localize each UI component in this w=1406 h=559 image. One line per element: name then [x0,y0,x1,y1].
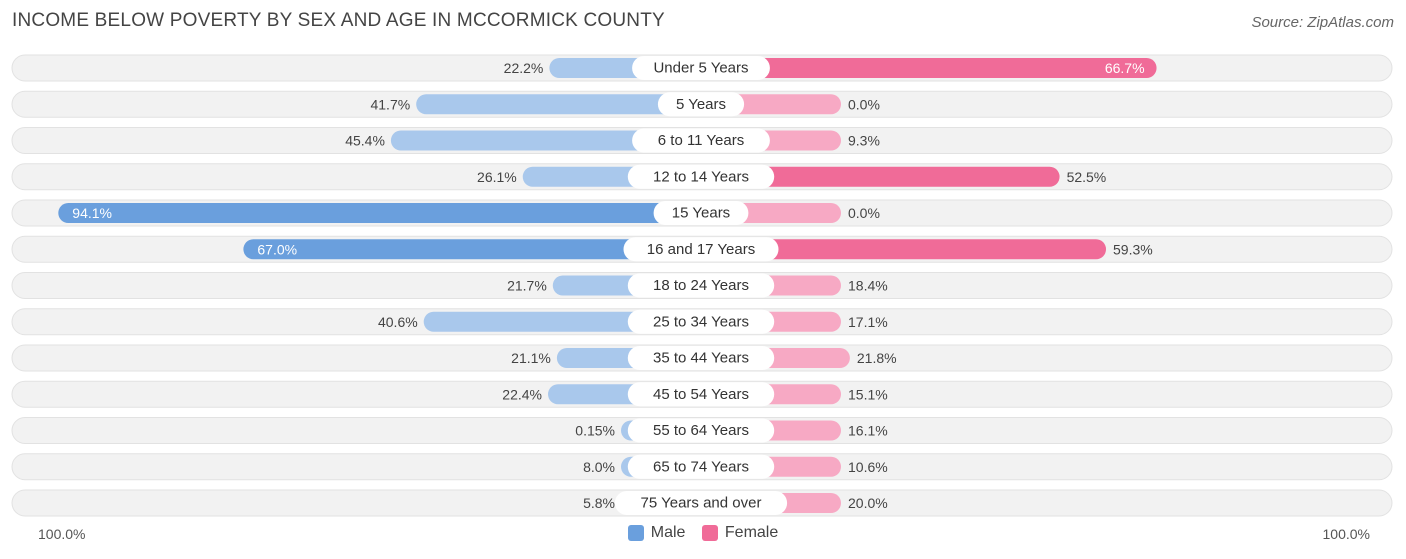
category-pill [627,309,775,334]
female-value-label: 9.3% [848,133,880,149]
male-value-label: 41.7% [370,96,410,112]
legend-swatch-male [627,525,644,541]
category-label: 25 to 34 Years [653,313,749,330]
male-value-label: 22.2% [504,60,544,76]
female-value-label: 59.3% [1113,241,1153,257]
category-pill [627,273,775,298]
male-value-label: 21.1% [511,350,551,366]
female-value-label: 52.5% [1067,169,1107,185]
male-value-label: 94.1% [72,205,112,221]
category-label: 45 to 54 Years [653,386,749,403]
female-bar [701,166,1060,187]
category-pill [653,201,749,225]
category-label: Under 5 Years [653,60,748,77]
female-value-label: 20.0% [848,495,888,511]
category-pill [632,56,770,80]
female-value-label: 66.7% [1105,60,1145,76]
male-value-label: 67.0% [257,241,297,257]
male-bar [58,203,702,223]
female-bar [701,58,1157,78]
category-label: 18 to 24 Years [653,277,749,294]
female-value-label: 16.1% [848,423,888,439]
source-attribution: Source: ZipAtlas.com [1251,14,1394,31]
category-pill [627,346,775,370]
male-value-label: 26.1% [477,169,517,185]
female-value-label: 18.4% [848,278,888,294]
male-value-label: 40.6% [378,314,418,330]
category-pill [627,382,775,407]
legend-item-male: Male [627,524,686,542]
category-pill [627,164,775,189]
male-bar [390,130,701,151]
legend-item-female: Female [701,524,779,542]
female-value-label: 0.0% [848,205,880,221]
male-value-label: 21.7% [507,278,547,294]
female-value-label: 17.1% [848,314,888,330]
chart-title: INCOME BELOW POVERTY BY SEX AND AGE IN M… [12,10,665,31]
male-value-label: 22.4% [502,386,542,402]
category-label: 5 Years [676,96,726,113]
category-pill [627,418,775,443]
category-pill [614,491,788,515]
diverging-bar-chart: 22.2% 66.7% Under 5 Years 41.7% 0.0% 5 Years 4… [11,54,1393,517]
category-label: 6 to 11 Years [658,132,744,149]
female-value-label: 21.8% [857,350,897,366]
category-pill [657,92,745,117]
female-value-label: 10.6% [848,459,888,475]
category-pill [632,128,770,153]
male-bar [416,94,701,115]
male-value-label: 5.8% [583,495,615,511]
female-bar [701,239,1107,260]
category-label: 65 to 74 Years [653,458,749,475]
axis-right-label: 100.0% [1322,526,1370,542]
legend-label-male: Male [650,524,686,541]
legend-label-female: Female [724,524,779,541]
male-value-label: 0.15% [575,423,615,439]
category-label: 16 and 17 Years [647,241,755,258]
category-label: 35 to 44 Years [653,350,749,367]
male-value-label: 45.4% [345,133,385,149]
male-bar [243,239,701,260]
category-label: 12 to 14 Years [653,168,749,185]
male-value-label: 8.0% [583,459,615,475]
category-label: 15 Years [672,205,730,222]
legend-swatch-female [701,525,718,541]
category-label: 55 to 64 Years [653,422,749,439]
female-value-label: 0.0% [848,96,880,112]
axis-left-label: 100.0% [38,526,86,542]
category-pill [623,237,779,262]
female-value-label: 15.1% [848,386,888,402]
category-pill [627,454,775,479]
category-label: 75 Years and over [641,495,762,512]
legend: Male Female [0,524,1406,546]
